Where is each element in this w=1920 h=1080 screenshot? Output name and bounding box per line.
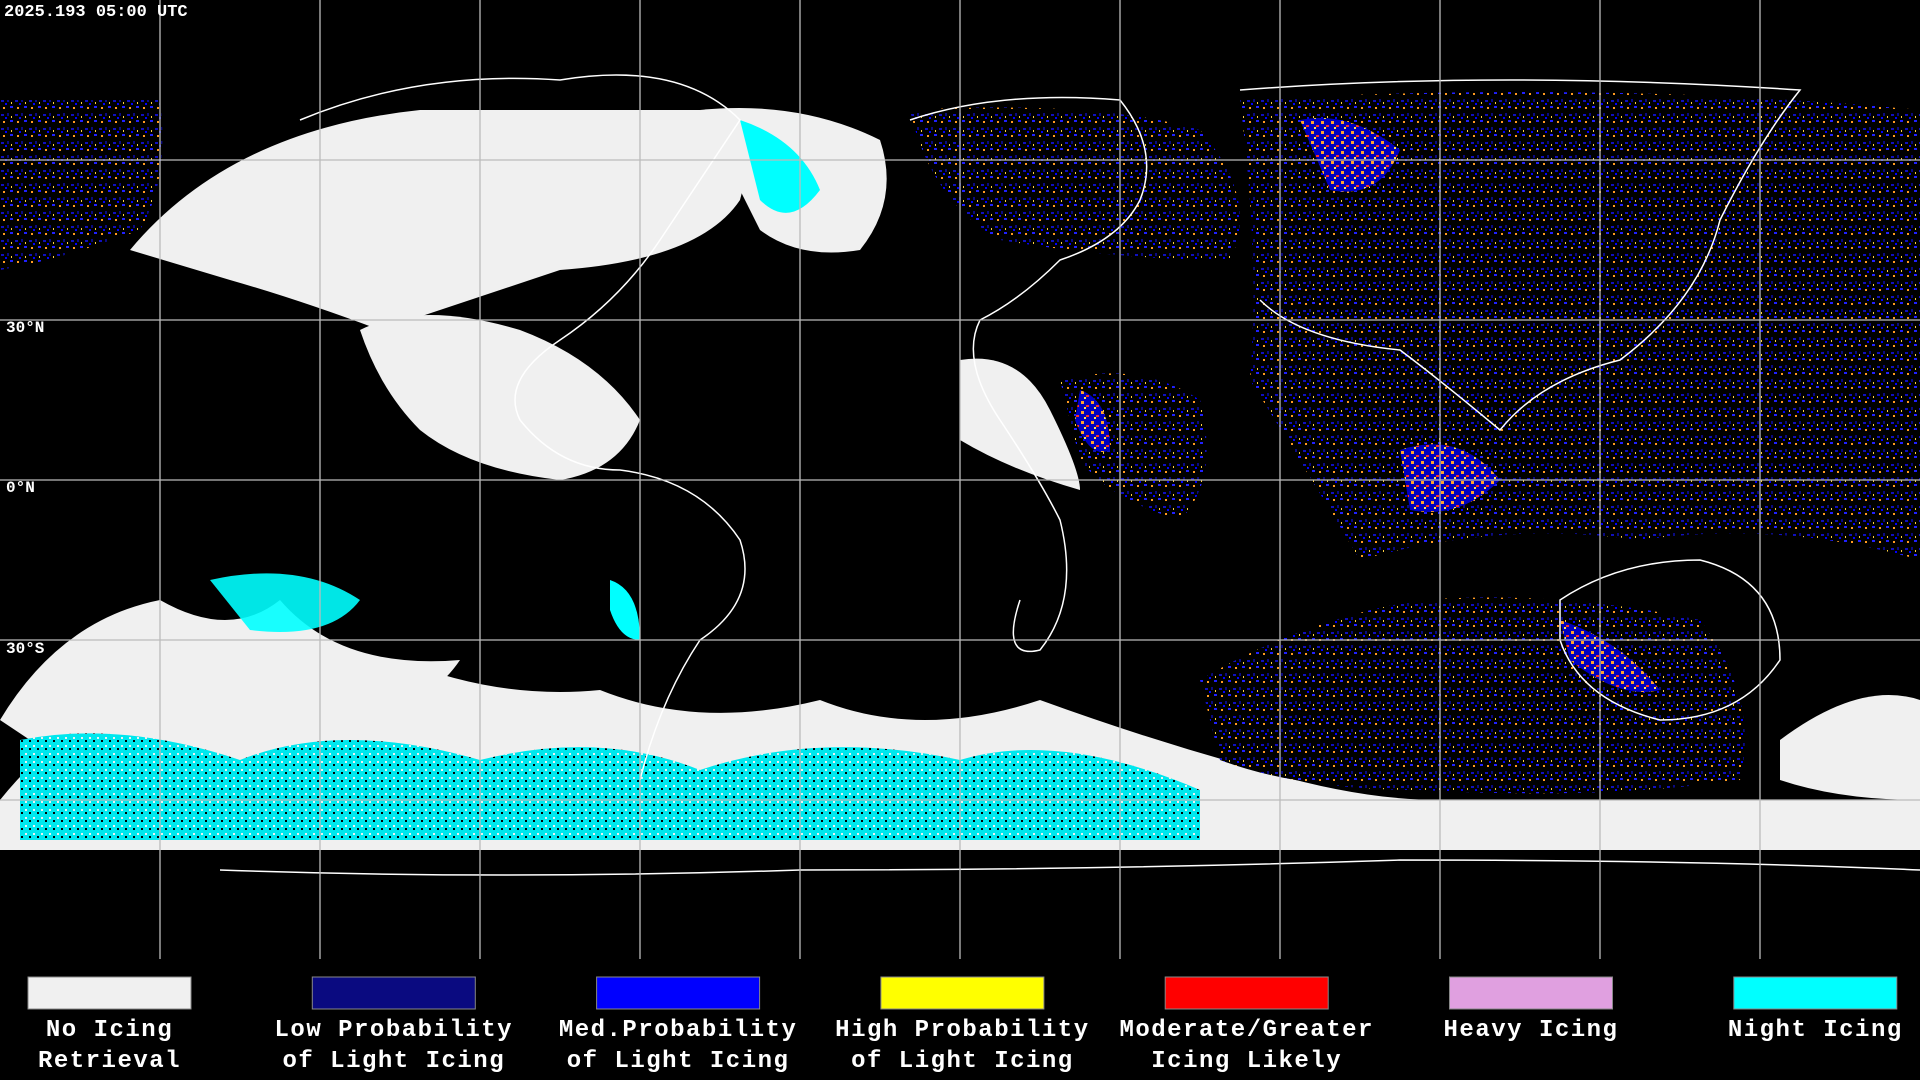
legend-swatch: [1164, 976, 1329, 1010]
latitude-label: 30°S: [6, 640, 45, 658]
legend-label: Moderate/Greater: [1119, 1017, 1373, 1044]
legend-label: Retrieval: [38, 1048, 181, 1075]
legend-swatch: [596, 976, 761, 1010]
legend-label: of Light Icing: [567, 1048, 790, 1075]
legend-swatch: [27, 976, 192, 1010]
latitude-label: 30°N: [6, 319, 44, 337]
legend-swatch: [880, 976, 1045, 1010]
legend-label: High Probability: [835, 1017, 1089, 1044]
legend-label: No Icing: [46, 1017, 173, 1044]
legend-label: of Light Icing: [851, 1048, 1074, 1075]
latitude-label: 0°N: [6, 479, 35, 497]
legend-label: Icing Likely: [1151, 1048, 1342, 1075]
legend-swatch: [1733, 976, 1898, 1010]
legend-label: Heavy Icing: [1444, 1017, 1619, 1044]
legend-swatch: [311, 976, 476, 1010]
legend-label: Night Icing: [1728, 1017, 1903, 1044]
timestamp: 2025.193 05:00 UTC: [4, 3, 188, 22]
legend-label: Low Probability: [275, 1017, 514, 1044]
legend-swatch: [1449, 976, 1613, 1010]
lat-lon-grid: [0, 0, 1920, 959]
legend-label: of Light Icing: [282, 1048, 505, 1075]
legend-label: Med.Probability: [559, 1017, 798, 1044]
icing-regions: [0, 92, 1920, 794]
